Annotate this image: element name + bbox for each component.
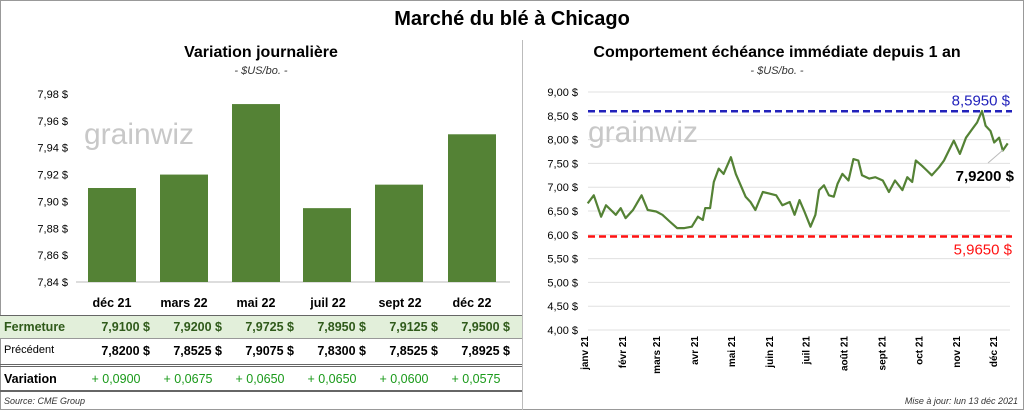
y-tick-label: 9,00 $ xyxy=(547,87,578,99)
y-tick-label: 8,50 $ xyxy=(547,111,578,123)
page-title: Marché du blé à Chicago xyxy=(394,8,630,30)
y-tick-label: 8,00 $ xyxy=(547,135,578,147)
y-tick-label: 7,94 $ xyxy=(37,143,68,155)
x-tick-label: juin 21 xyxy=(765,336,776,369)
price-line xyxy=(586,109,1009,230)
min-label: 5,9650 $ xyxy=(954,241,1013,258)
x-tick-label: févr 21 xyxy=(618,336,629,369)
y-tick-label: 7,50 $ xyxy=(547,158,578,170)
table-cell: 7,9200 $ xyxy=(173,320,222,334)
table-cell: 7,8925 $ xyxy=(461,344,510,358)
table-cell: 7,9500 $ xyxy=(461,320,510,334)
y-tick-label: 4,00 $ xyxy=(547,325,578,337)
table-header: déc 21 mars 22 mai 22 juil 22 sept 22 déc 22 xyxy=(0,296,522,320)
column-header: déc 22 xyxy=(452,296,492,310)
table-row-fermeture: Fermeture 7,9100 $ 7,9200 $ 7,9725 $ 7,8950 … xyxy=(0,315,522,339)
y-tick-label: 7,92 $ xyxy=(37,170,68,182)
row-label: Variation xyxy=(4,372,57,386)
x-tick-label: mai 21 xyxy=(727,336,738,368)
table-cell: + 0,0600 xyxy=(379,372,429,386)
updated-note: Mise à jour: lun 13 déc 2021 xyxy=(904,396,1018,406)
table-cell: 7,8200 $ xyxy=(101,344,150,358)
table-row-variation: Variation + 0,0900 + 0,0675 + 0,0650 + 0,065… xyxy=(0,368,522,392)
y-tick-label: 5,00 $ xyxy=(547,277,578,289)
table-cell: 7,8950 $ xyxy=(317,320,366,334)
column-header: mars 22 xyxy=(160,296,208,310)
y-tick-label: 5,50 $ xyxy=(547,254,578,266)
table-cell: + 0,0900 xyxy=(91,372,141,386)
last-leader-line xyxy=(987,149,1004,164)
table-cell: 7,8300 $ xyxy=(317,344,366,358)
bar-déc-21 xyxy=(88,188,136,282)
column-header: sept 22 xyxy=(378,296,422,310)
table-cell: 7,8525 $ xyxy=(173,344,222,358)
panel-divider xyxy=(522,40,523,410)
left-chart-title: Variation journalière xyxy=(184,44,338,61)
x-tick-label: nov 21 xyxy=(952,336,963,368)
right-chart-unit: - $US/bo. - xyxy=(750,65,804,77)
table-cell: 7,9100 $ xyxy=(101,320,150,334)
table-cell: 7,9125 $ xyxy=(389,320,438,334)
x-tick-label: mars 21 xyxy=(652,336,663,374)
table-cell: 7,9725 $ xyxy=(245,320,294,334)
column-header: juil 22 xyxy=(310,296,346,310)
right-chart-title: Comportement échéance immédiate depuis 1… xyxy=(593,44,961,61)
bar-mars-22 xyxy=(160,174,208,282)
column-header: déc 21 xyxy=(92,296,132,310)
x-tick-label: janv 21 xyxy=(580,336,591,371)
y-tick-label: 6,50 $ xyxy=(547,206,578,218)
row-label: Précédent xyxy=(4,344,55,356)
last-value-label: 7,9200 $ xyxy=(956,168,1015,185)
bar-mai-22 xyxy=(232,104,280,282)
y-tick-label: 7,00 $ xyxy=(547,182,578,194)
y-tick-label: 6,00 $ xyxy=(547,230,578,242)
table-cell: + 0,0650 xyxy=(235,372,285,386)
source-note: Source: CME Group xyxy=(4,396,86,406)
table-cell: 7,8525 $ xyxy=(389,344,438,358)
y-tick-label: 7,84 $ xyxy=(37,277,68,289)
left-chart-unit: - $US/bo. - xyxy=(234,65,288,77)
y-tick-label: 7,96 $ xyxy=(37,116,68,128)
x-tick-label: déc 21 xyxy=(989,336,1000,368)
bar-sept-22 xyxy=(375,184,423,282)
x-tick-label: oct 21 xyxy=(914,336,925,365)
y-tick-label: 7,86 $ xyxy=(37,250,68,262)
table-cell: + 0,0575 xyxy=(451,372,501,386)
table-cell: + 0,0650 xyxy=(307,372,357,386)
max-label: 8,5950 $ xyxy=(952,92,1011,109)
column-header: mai 22 xyxy=(236,296,276,310)
x-tick-label: août 21 xyxy=(840,336,851,371)
bar-déc-22 xyxy=(448,134,496,282)
x-tick-label: juil 21 xyxy=(802,336,813,366)
y-tick-label: 7,98 $ xyxy=(37,89,68,101)
left-watermark: grainwiz xyxy=(84,118,195,151)
y-tick-label: 7,90 $ xyxy=(37,196,68,208)
table-cell: 7,9075 $ xyxy=(245,344,294,358)
table-cell: + 0,0675 xyxy=(163,372,213,386)
y-tick-label: 7,88 $ xyxy=(37,223,68,235)
row-label: Fermeture xyxy=(4,320,66,334)
right-watermark: grainwiz xyxy=(588,116,699,149)
x-tick-label: sept 21 xyxy=(878,336,889,371)
x-tick-label: avr 21 xyxy=(690,336,701,365)
bar-juil-22 xyxy=(303,208,351,282)
table-row-précédent: Précédent 7,8200 $ 7,8525 $ 7,9075 $ 7,8300 … xyxy=(0,340,522,367)
y-tick-label: 4,50 $ xyxy=(547,301,578,313)
